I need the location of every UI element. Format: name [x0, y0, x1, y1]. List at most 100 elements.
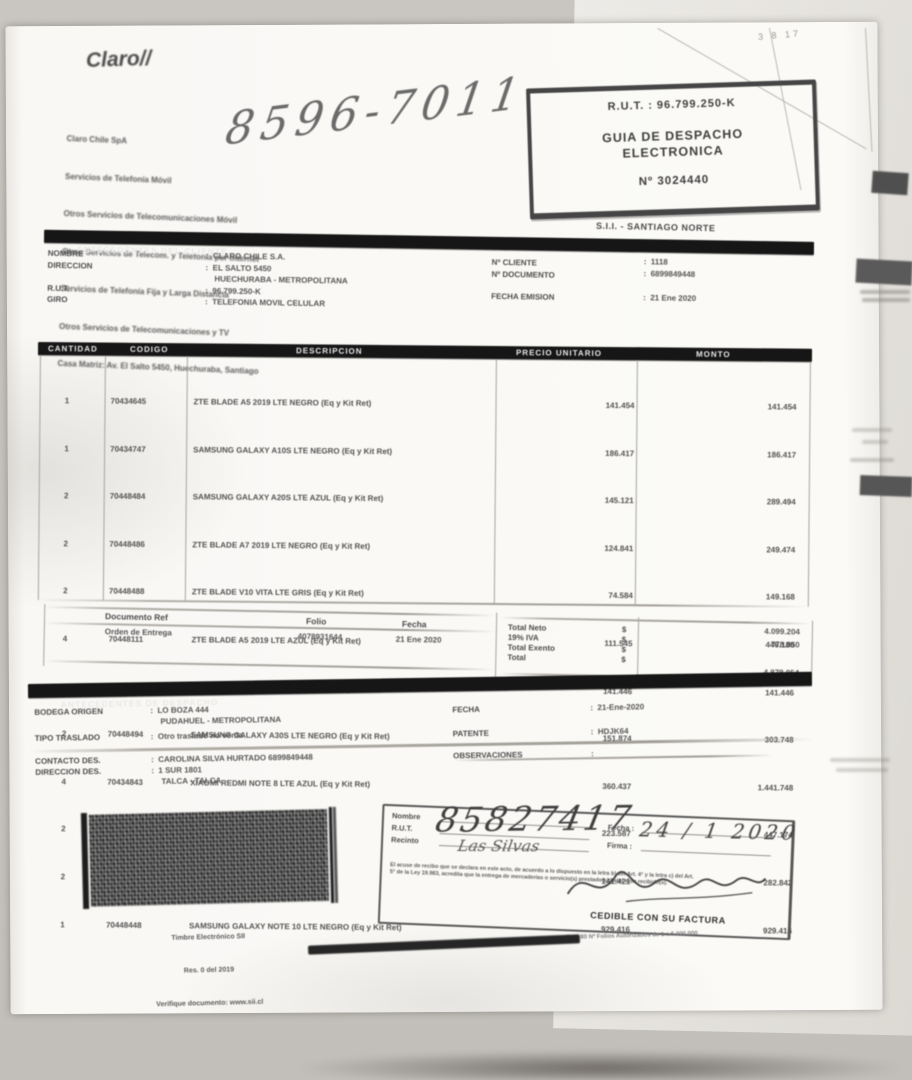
bodega-value2: PUDAHUEL - METROPOLITANA	[160, 715, 282, 726]
item-price: 141.454	[605, 400, 635, 411]
rut-box: R.U.T. : 96.799.250-K GUIA DE DESPACHO E…	[526, 79, 820, 220]
item-price: 74.584	[608, 591, 633, 601]
total-neto-label: Total Neto	[507, 622, 547, 633]
timbre-line1: Timbre Electrónico SII	[171, 933, 246, 942]
item-qty: 4	[61, 776, 66, 786]
patente-value: : HDJK64	[590, 726, 629, 737]
bleed-through-text-smudge	[850, 458, 894, 462]
rut-box-rut: R.U.T. : 96.799.250-K	[607, 97, 736, 114]
corner-pencil-note: 3 8 17	[757, 28, 802, 42]
item-price: 186.417	[605, 448, 635, 458]
item-amount: 149.168	[765, 592, 795, 602]
paper-edge-line	[865, 28, 873, 152]
client-direccion-label: DIRECCION	[47, 260, 93, 271]
item-code: 70434645	[110, 396, 147, 406]
document-number-label: Nº DOCUMENTO	[491, 269, 555, 280]
bleed-through-mark	[859, 475, 912, 497]
handwritten-fecha: 24 / 1 2020	[637, 817, 801, 846]
recep-nombre-label: Nombre	[391, 811, 421, 822]
client-number-label: Nº CLIENTE	[491, 257, 537, 268]
reception-box: Nombre R.U.T. Recinto 85827417 Las Silva…	[377, 799, 801, 941]
rut-box-number: Nº 3024440	[638, 173, 710, 189]
item-qty: 2	[63, 538, 69, 549]
item-desc: ZTE BLADE A7 2019 LTE NEGRO (Eq y Kit Re…	[192, 540, 371, 551]
bleed-through-text-smudge	[860, 290, 910, 294]
item-qty: 1	[64, 396, 70, 406]
claro-logo: Claro//	[85, 46, 152, 73]
dispatch-fecha-label: FECHA	[452, 704, 480, 715]
item-price: 124.841	[604, 543, 634, 553]
item-desc: SAMSUNG GALAXY A10S LTE NEGRO (Eq y Kit …	[193, 444, 393, 456]
ref-header-documento: Documento Ref	[104, 611, 168, 623]
item-amount: 1.441.748	[757, 783, 794, 793]
ref-header-folio: Folio	[305, 616, 327, 627]
item-desc: XIAOMI REDMI NOTE 8 LTE AZUL (Eq y Kit R…	[190, 778, 371, 789]
currency-sign: $	[621, 655, 626, 665]
table-row: 4 70434843 XIAOMI REDMI NOTE 8 LTE AZUL (E…	[36, 776, 807, 794]
direccion-des-value2: TALCA - TALCA	[161, 776, 222, 786]
traslado-label: TIPO TRASLADO	[34, 732, 101, 743]
table-row: 1 70434645 ZTE BLADE A5 2019 LTE NEGRO (Eq…	[40, 395, 811, 413]
background-shadow	[290, 1050, 910, 1080]
col-descripcion: DESCRIPCION	[295, 346, 363, 356]
item-qty: 2	[63, 491, 69, 501]
col-codigo: CODIGO	[129, 344, 169, 355]
total-exento-label: Total Exento	[507, 642, 556, 653]
item-price: 360.437	[602, 781, 632, 791]
document-number-value: : 6899849448	[643, 269, 696, 279]
bleed-through-mark	[871, 170, 909, 196]
total-label: Total	[507, 652, 526, 663]
ref-folio-value: 4078931644	[297, 631, 343, 642]
item-desc: ZTE BLADE V10 VITA LTE GRIS (Eq y Kit Re…	[191, 587, 364, 599]
emission-date-label: FECHA EMISION	[491, 291, 555, 302]
timbre-caption: Timbre Electrónico SII Res. 0 del 2019 V…	[89, 907, 330, 1034]
ref-documento-value: Orden de Entrega	[104, 627, 172, 638]
item-price: 145.121	[604, 496, 634, 506]
client-nombre-label: NOMBRE	[47, 248, 84, 259]
item-amount: 186.417	[767, 449, 797, 460]
col-cantidad: CANTIDAD	[47, 344, 98, 354]
iva-label: 19% IVA	[507, 632, 539, 643]
currency-sign: $	[621, 645, 627, 655]
bodega-label: BODEGA ORIGEN	[34, 706, 104, 717]
emission-date-value: : 21 Ene 2020	[643, 293, 697, 303]
ref-header-fecha: Fecha	[401, 618, 427, 630]
item-qty: 1	[60, 919, 65, 929]
item-qty: 4	[62, 634, 68, 644]
client-section-bar: ANTECEDENTES DEL CLIENTE	[43, 229, 815, 257]
item-code: 70448486	[109, 539, 145, 549]
item-code: 70448488	[108, 586, 145, 597]
direccion-des-value1: : 1 SUR 1801	[151, 765, 203, 776]
table-row: 2 70448484 SAMSUNG GALAXY A20S LTE AZUL (E…	[39, 490, 810, 508]
recep-firma-label: Firma :	[606, 840, 633, 851]
bleed-through-text-smudge	[862, 440, 888, 444]
client-nombre-value: : CLARO CHILE S.A.	[205, 251, 286, 262]
recep-recinto-label: Recinto	[390, 835, 419, 846]
timbre-line3: Verifique documento: www.sii.cl	[156, 998, 264, 1009]
patente-label: PATENTE	[452, 728, 489, 739]
col-monto: MONTO	[695, 349, 731, 360]
table-row: 2 70448486 ZTE BLADE A7 2019 LTE NEGRO (Eq…	[38, 538, 809, 556]
handwritten-recinto: Las Silvas	[456, 836, 542, 856]
item-amount: 249.474	[766, 545, 796, 555]
handwritten-rut: 85827417	[432, 798, 638, 842]
pdf417-barcode	[88, 809, 330, 907]
supplier-line: Otros Servicios de Telecomunicaciones y …	[58, 321, 230, 338]
currency-sign: $	[621, 625, 627, 635]
item-qty: 2	[63, 586, 68, 596]
traslado-value: : Otro traslado no venta	[150, 730, 244, 742]
client-number-value: : 1118	[643, 257, 668, 267]
client-giro-value: : TELEFONIA MOVIL CELULAR	[204, 297, 326, 309]
item-qty: 1	[64, 443, 69, 453]
sii-office: S.I.I. - SANTIAGO NORTE	[595, 220, 716, 234]
bleed-through-text-smudge	[862, 298, 910, 302]
firma-line	[640, 850, 771, 857]
ref-fecha-value: 21 Ene 2020	[395, 634, 442, 645]
currency-sign: $	[621, 635, 627, 645]
client-rut-label: R.U.T.	[47, 283, 70, 293]
item-amount: 141.454	[767, 402, 797, 412]
item-desc: ZTE BLADE A5 2019 LTE NEGRO (Eq y Kit Re…	[193, 397, 372, 408]
bleed-through-mark	[855, 258, 912, 286]
